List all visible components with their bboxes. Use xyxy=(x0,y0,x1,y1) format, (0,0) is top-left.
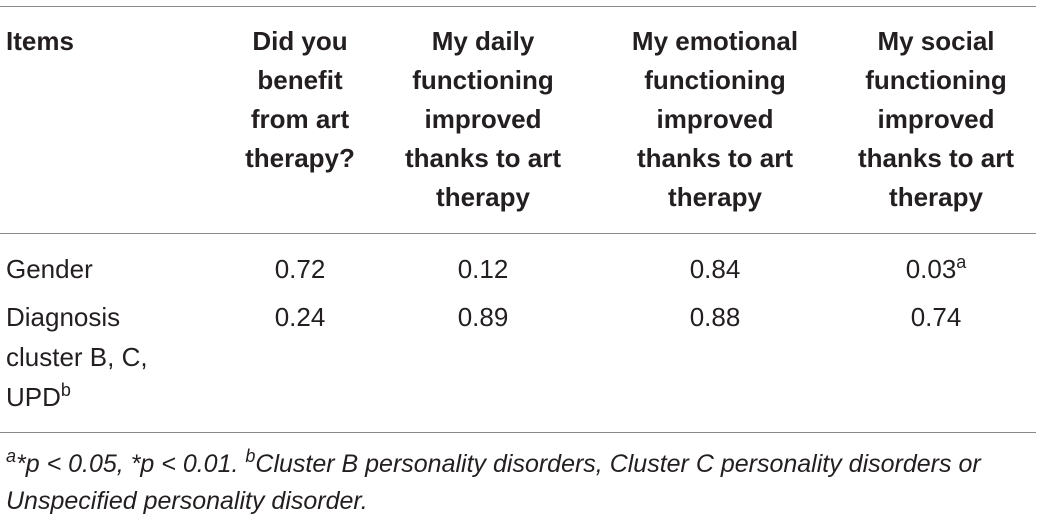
header-line: improved xyxy=(877,104,995,134)
footnote-marker-a: a xyxy=(956,252,967,273)
header-line: My daily xyxy=(431,26,535,56)
row-label-text: Gender xyxy=(6,254,93,284)
header-benefit: Did you benefit from art therapy? xyxy=(228,22,372,178)
table-cell: 0.89 xyxy=(457,302,509,332)
header-line: Did you xyxy=(252,26,348,56)
row-label-line: cluster B, C, xyxy=(6,342,148,372)
header-emotional-functioning: My emotional functioning improved thanks… xyxy=(608,22,822,217)
table-cell: 0.24 xyxy=(274,302,326,332)
header-line: improved xyxy=(424,104,542,134)
row-label-line-last: UPDb xyxy=(6,377,206,417)
header-line: therapy? xyxy=(245,143,355,173)
footnote-sup-b: b xyxy=(245,446,256,467)
header-line: benefit xyxy=(257,65,343,95)
footnote-marker-b: b xyxy=(60,380,71,401)
table-cell-with-footnote: 0.03a xyxy=(836,249,1036,289)
row-label-gender: Gender xyxy=(6,249,206,289)
table-top-rule xyxy=(0,6,1036,7)
row-label-diagnosis: Diagnosis cluster B, C, UPDb xyxy=(6,297,206,417)
header-line: from art xyxy=(250,104,350,134)
table-cell: 0.74 xyxy=(910,302,962,332)
header-line: My emotional xyxy=(631,26,799,56)
header-line: therapy xyxy=(436,182,530,212)
table-bottom-rule xyxy=(0,432,1036,433)
table-cell: 0.84 xyxy=(689,254,741,284)
table-footnote: a*p < 0.05, *p < 0.01. bCluster B person… xyxy=(6,446,1036,520)
header-line: therapy xyxy=(889,182,983,212)
header-line: thanks to art xyxy=(404,143,562,173)
header-daily-functioning: My daily functioning improved thanks to … xyxy=(400,22,566,217)
table-header-rule xyxy=(0,233,1036,234)
row-label-line: Diagnosis xyxy=(6,302,121,332)
table-cell: 0.12 xyxy=(457,254,509,284)
row-label-text: UPD xyxy=(6,382,61,412)
header-line: thanks to art xyxy=(636,143,794,173)
footnote-significance: *p < 0.05, *p < 0.01. xyxy=(16,450,246,478)
footnote-diagnosis: Cluster B personality disorders, Cluster… xyxy=(6,450,981,515)
header-line: therapy xyxy=(668,182,762,212)
header-line: improved xyxy=(656,104,774,134)
header-items: Items xyxy=(6,22,74,61)
footnote-sup-a: a xyxy=(6,446,17,467)
header-line: thanks to art xyxy=(857,143,1015,173)
header-line: functioning xyxy=(644,65,786,95)
header-line: functioning xyxy=(865,65,1007,95)
header-line: functioning xyxy=(412,65,554,95)
header-items-label: Items xyxy=(6,26,74,56)
header-line: My social xyxy=(877,26,995,56)
cell-value: 0.03 xyxy=(905,254,957,284)
table-cell: 0.72 xyxy=(274,254,326,284)
header-social-functioning: My social functioning improved thanks to… xyxy=(836,22,1036,217)
table-cell: 0.88 xyxy=(689,302,741,332)
